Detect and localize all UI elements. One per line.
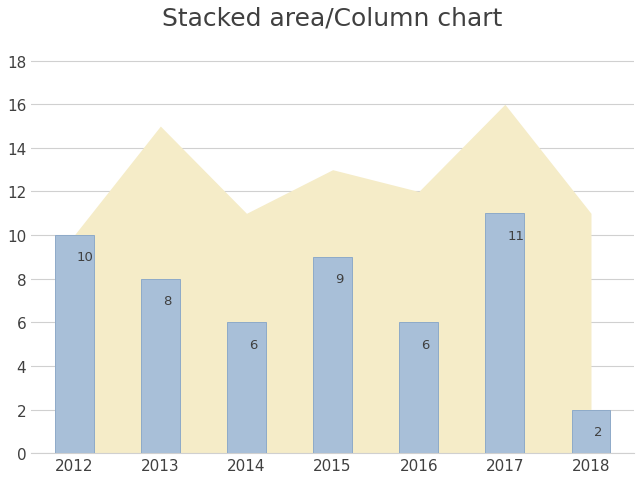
- Bar: [485, 214, 524, 453]
- Title: Stacked area/Column chart: Stacked area/Column chart: [162, 7, 503, 31]
- Bar: [141, 279, 179, 453]
- Text: 9: 9: [335, 273, 344, 286]
- Bar: [55, 236, 94, 453]
- Text: 11: 11: [508, 229, 524, 242]
- Text: 6: 6: [249, 338, 258, 351]
- Bar: [313, 257, 352, 453]
- Text: 8: 8: [163, 294, 171, 307]
- Text: 10: 10: [77, 251, 94, 264]
- Text: 2: 2: [594, 425, 602, 438]
- Text: 6: 6: [421, 338, 429, 351]
- Bar: [227, 323, 266, 453]
- Bar: [399, 323, 438, 453]
- Bar: [572, 410, 610, 453]
